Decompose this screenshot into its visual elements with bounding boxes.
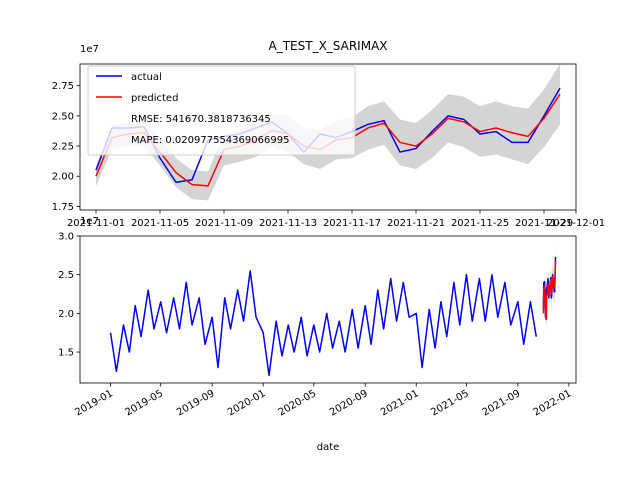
legend-label: predicted <box>131 93 178 104</box>
chart-title: A_TEST_X_SARIMAX <box>269 39 388 53</box>
series-line <box>109 270 538 377</box>
y-tick-label: 1.75 <box>52 202 74 213</box>
y-tick-label: 1.5 <box>58 348 74 359</box>
legend-annotation: RMSE: 541670.3818736345 <box>131 114 271 125</box>
axes-frame <box>79 235 577 384</box>
x-tick-label: 2019-01 <box>73 388 115 418</box>
y-tick-label: 2.50 <box>52 111 74 122</box>
x-tick-label: 2021-11-09 <box>195 218 253 229</box>
axes-frame <box>79 63 577 211</box>
x-tick-label: 2021-11-21 <box>387 218 445 229</box>
x-tick-label: 2021-01 <box>379 388 421 418</box>
y-tick-label: 2.25 <box>52 142 74 153</box>
x-tick-label: 2020-05 <box>277 388 319 418</box>
x-tick-label: 2021-11-13 <box>259 218 317 229</box>
x-tick-label: 2022-01 <box>532 388 574 418</box>
legend-annotation: MAPE: 0.020977554369066995 <box>131 135 289 146</box>
series-line <box>542 260 557 321</box>
x-tick-label: 2021-11-29 <box>515 218 573 229</box>
x-tick-label: 2021-09 <box>481 388 523 418</box>
x-tick-label: 2021-12-01 <box>547 218 605 229</box>
x-tick-label: 2019-05 <box>124 388 166 418</box>
legend-frame <box>87 65 356 156</box>
x-tick-label: 2021-11-05 <box>131 218 189 229</box>
x-tick-label: 2020-09 <box>328 388 370 418</box>
x-tick-label: 2021-11-17 <box>323 218 381 229</box>
x-tick-label: 2021-05 <box>429 388 471 418</box>
y-tick-label: 2.75 <box>52 81 74 92</box>
x-tick-label: 2020-01 <box>226 388 268 418</box>
plot-area <box>109 241 557 377</box>
x-tick-label: 2021-11-01 <box>67 218 125 229</box>
y-tick-label: 2.0 <box>58 309 74 320</box>
legend-label: actual <box>131 72 162 83</box>
y-tick-label: 3.0 <box>58 232 74 243</box>
x-axis-label: date <box>317 442 340 453</box>
offset-text: 1e7 <box>80 44 99 55</box>
legend: actual predicted RMSE: 541670.3818736345 MA… <box>87 65 356 156</box>
y-tick-label: 2.00 <box>52 172 74 183</box>
y-tick-label: 2.5 <box>58 270 74 281</box>
x-tick-label: 2019-09 <box>175 388 217 418</box>
offset-text: 1e7 <box>80 216 99 227</box>
x-tick-label: 2021-11-25 <box>451 218 509 229</box>
